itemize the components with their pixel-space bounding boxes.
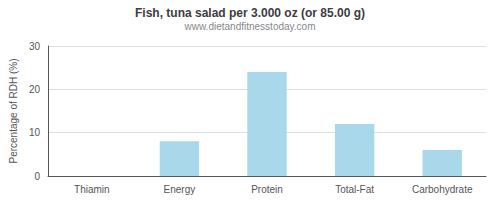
svg-text:Percentage of RDH (%): Percentage of RDH (%) bbox=[8, 58, 19, 163]
svg-text:Thiamin: Thiamin bbox=[74, 184, 110, 195]
svg-text:Total-Fat: Total-Fat bbox=[335, 184, 374, 195]
svg-text:www.dietandfitnesstoday.com: www.dietandfitnesstoday.com bbox=[184, 21, 316, 32]
svg-text:Fish, tuna salad per 3.000 oz: Fish, tuna salad per 3.000 oz (or 85.00 … bbox=[135, 6, 365, 20]
svg-text:Energy: Energy bbox=[164, 184, 196, 195]
svg-text:20: 20 bbox=[29, 84, 41, 95]
svg-text:10: 10 bbox=[29, 127, 41, 138]
svg-text:Protein: Protein bbox=[251, 184, 283, 195]
svg-text:30: 30 bbox=[29, 41, 41, 52]
svg-text:Carbohydrate: Carbohydrate bbox=[412, 184, 473, 195]
svg-text:0: 0 bbox=[34, 171, 40, 182]
